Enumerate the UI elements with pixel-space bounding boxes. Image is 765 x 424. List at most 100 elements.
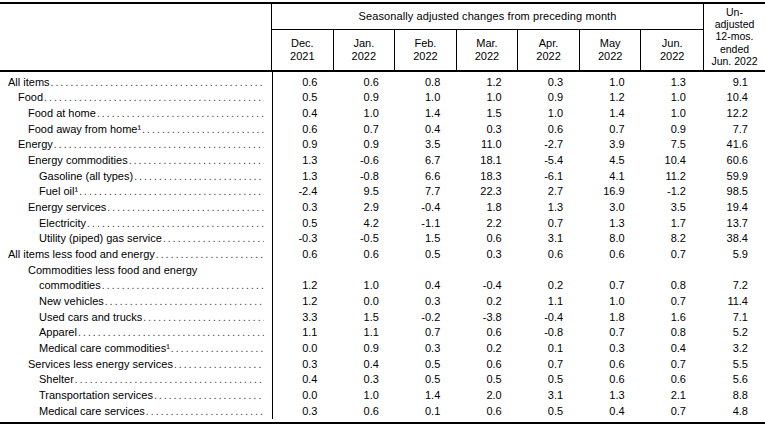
value-cell: 1.0	[334, 106, 395, 122]
value-cell: 0.1	[396, 404, 457, 419]
table-row: Medical care commodities¹0.00.90.30.20.1…	[0, 341, 765, 357]
value-cell: -0.8	[519, 325, 580, 341]
row-label: Services less energy services	[0, 357, 273, 373]
value-cell: 0.2	[519, 278, 580, 294]
value-cell: 3.1	[519, 231, 580, 247]
header-stub-cell	[0, 4, 272, 71]
table-row: Food0.50.91.01.00.91.21.010.4	[0, 90, 765, 106]
month-header-jan-2022: Jan. 2022	[334, 30, 396, 70]
dot-leader	[142, 122, 264, 138]
value-cell: -2.7	[519, 137, 580, 153]
row-label: Energy	[0, 137, 273, 153]
value-cell: 0.3	[519, 75, 580, 91]
value-cell: 0.4	[580, 404, 641, 419]
value-cell: 0.0	[273, 388, 334, 404]
table-row: Transportation services0.01.01.42.03.11.…	[0, 388, 765, 404]
value-cell: 0.4	[273, 106, 334, 122]
month-headers: Dec. 2021 Jan. 2022 Feb. 2022 Mar. 2022 …	[272, 30, 703, 70]
dot-leader	[107, 200, 264, 216]
value-cell: 0.6	[457, 404, 518, 419]
value-cell: 1.8	[457, 200, 518, 216]
value-cell: 0.4	[273, 372, 334, 388]
value-cell: 1.0	[457, 90, 518, 106]
row-label: Electricity	[0, 216, 273, 232]
value-cell: 18.3	[457, 169, 518, 185]
value-cell: 0.1	[519, 341, 580, 357]
table-row: Fuel oil¹-2.49.57.722.32.716.9-1.298.5	[0, 184, 765, 200]
row-label: Apparel	[0, 325, 273, 341]
value-cell: 0.6	[334, 75, 395, 91]
value-cell: 1.4	[580, 106, 641, 122]
value-cell: 1.5	[457, 106, 518, 122]
value-cell: 2.0	[457, 388, 518, 404]
table-row: Apparel1.11.10.70.6-0.80.70.85.2	[0, 325, 765, 341]
value-cell: -6.1	[519, 169, 580, 185]
row-label-text: Electricity	[39, 216, 86, 232]
table-row: Food away from home¹0.60.70.40.30.60.70.…	[0, 122, 765, 138]
value-cell: 2.1	[642, 388, 703, 404]
value-cell: -0.5	[334, 231, 395, 247]
value-cell: 4.1	[580, 169, 641, 185]
value-cell: 0.5	[396, 372, 457, 388]
value-cell: 0.9	[334, 90, 395, 106]
dot-leader	[105, 294, 264, 310]
value-cell: -1.1	[396, 216, 457, 232]
value-cell: 0.8	[396, 75, 457, 91]
value-cell: 0.3	[396, 294, 457, 310]
row-label: Medical care services	[0, 404, 273, 419]
value-cell: 0.7	[580, 325, 641, 341]
value-cell: 1.0	[334, 278, 395, 294]
row-label: Shelter	[0, 372, 273, 388]
value-cell: 0.5	[396, 247, 457, 263]
dot-leader	[54, 137, 264, 153]
row-label-text: Medical care commodities¹	[39, 341, 170, 357]
row-label: Utility (piped) gas service	[0, 231, 273, 247]
month-header-dec-2021: Dec. 2021	[272, 30, 334, 70]
value-cell: -1.2	[642, 184, 703, 200]
value-cell: -0.3	[273, 231, 334, 247]
value-cell: -0.2	[396, 310, 457, 326]
value-cell: 0.6	[457, 231, 518, 247]
value-cell: 0.4	[396, 278, 457, 294]
value-cell: -0.8	[334, 169, 395, 185]
value-cell: 0.0	[334, 294, 395, 310]
row-label-text: Energy	[18, 137, 53, 153]
value-cell: 0.8	[642, 325, 703, 341]
value-cell: 3.5	[396, 137, 457, 153]
row-label-text: Utility (piped) gas service	[39, 231, 162, 247]
value-cell: 9.5	[334, 184, 395, 200]
value-cell: 0.2	[457, 341, 518, 357]
value-cell: 3.5	[642, 200, 703, 216]
unadjusted-12mo-cell: 9.1	[703, 75, 765, 91]
dot-leader	[146, 404, 264, 419]
table-row: All items less food and energy0.60.60.50…	[0, 247, 765, 263]
value-cell: 4.2	[334, 216, 395, 232]
value-cell: 8.0	[580, 231, 641, 247]
value-cell: 0.5	[273, 216, 334, 232]
value-cell: 0.6	[334, 247, 395, 263]
unadjusted-12mo-cell: 3.2	[703, 341, 765, 357]
value-cell: 1.5	[396, 231, 457, 247]
value-cell: 0.8	[642, 278, 703, 294]
value-cell: 10.4	[642, 153, 703, 169]
value-cell: 0.2	[457, 294, 518, 310]
value-cell: -0.4	[519, 310, 580, 326]
dot-leader	[156, 247, 264, 263]
unadjusted-12mo-cell: 8.8	[703, 388, 765, 404]
value-cell: 1.3	[580, 388, 641, 404]
value-cell: 1.0	[580, 75, 641, 91]
value-cell: 18.1	[457, 153, 518, 169]
value-cell: 0.6	[457, 357, 518, 373]
row-label: Commodities less food and energycommodit…	[0, 263, 273, 294]
value-cell: 0.3	[457, 122, 518, 138]
value-cell: 0.9	[334, 137, 395, 153]
value-cell: 0.9	[519, 90, 580, 106]
value-cell: 22.3	[457, 184, 518, 200]
row-label-text: Fuel oil¹	[39, 184, 78, 200]
month-header-may-2022: May 2022	[580, 30, 642, 70]
table-row: Utility (piped) gas service -0.3-0.51.50.…	[0, 231, 765, 247]
bottom-rule	[0, 422, 765, 424]
unadjusted-12mo-cell: 7.2	[703, 278, 765, 294]
value-cell: 1.3	[642, 75, 703, 91]
table-row: Commodities less food and energycommodit…	[0, 263, 765, 294]
